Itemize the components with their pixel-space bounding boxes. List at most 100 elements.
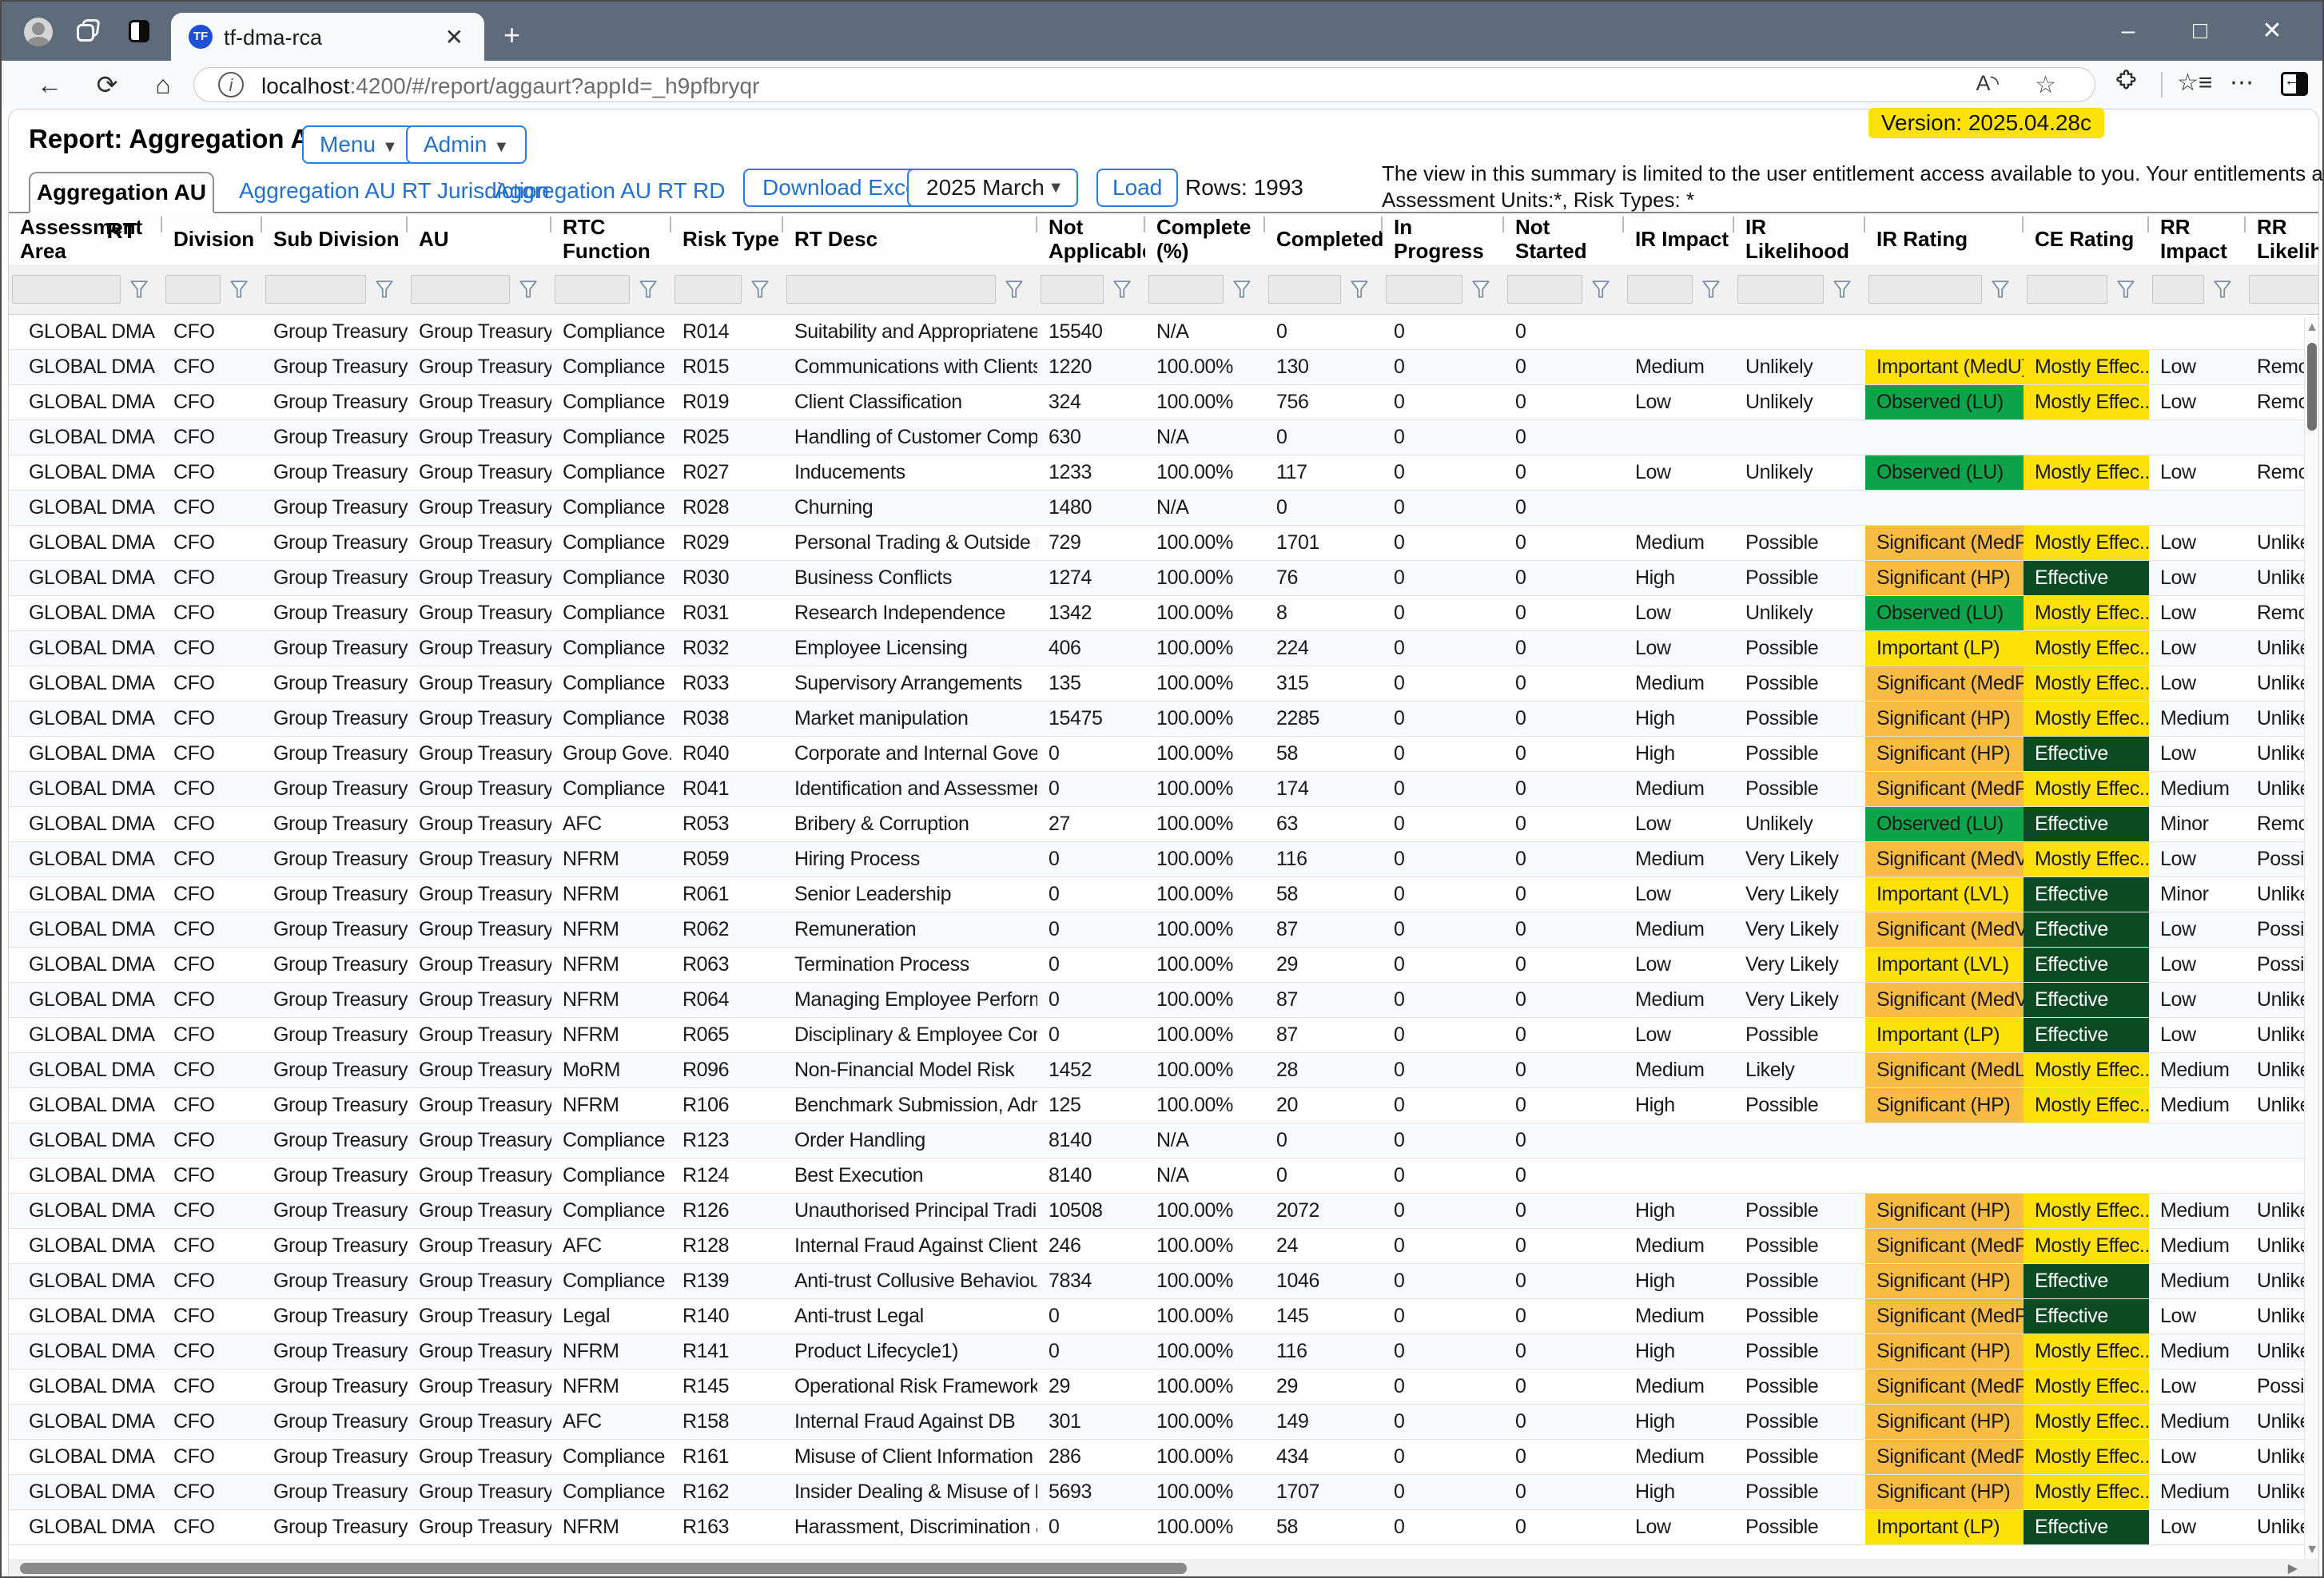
filter-funnel-icon[interactable] <box>638 279 659 300</box>
filter-input-rr-impact[interactable] <box>2152 274 2204 304</box>
filter-input-ce-rating[interactable] <box>2027 274 2107 304</box>
filter-input-rt-desc[interactable] <box>786 274 996 304</box>
favorite-star-icon[interactable]: ☆ <box>2035 72 2056 98</box>
home-icon[interactable]: ⌂ <box>155 70 171 99</box>
table-row[interactable]: GLOBAL DMA CFO Group Treasury Group Treasur… <box>9 1228 2318 1264</box>
column-header-risk-type[interactable]: Risk Type <box>671 213 783 264</box>
table-row[interactable]: GLOBAL DMA CFO Group Treasury Group Treasur… <box>9 1404 2318 1440</box>
table-row[interactable]: GLOBAL DMA CFO Group Treasury Group Treasur… <box>9 595 2318 631</box>
column-header-ir-likelihood[interactable]: IR Likelihood <box>1734 213 1865 264</box>
maximize-icon[interactable]: □ <box>2192 18 2208 44</box>
filter-funnel-icon[interactable] <box>1349 279 1370 300</box>
filter-input-completed[interactable] <box>1268 274 1341 304</box>
column-header-completed[interactable]: Completed <box>1265 213 1383 264</box>
load-button[interactable]: Load <box>1096 169 1179 207</box>
column-header-rt-desc[interactable]: RT Desc <box>783 213 1037 264</box>
column-header-ce-rating[interactable]: CE Rating <box>2024 213 2149 264</box>
filter-input-in-progress[interactable] <box>1386 274 1462 304</box>
horizontal-scroll-thumb[interactable] <box>20 1563 1187 1574</box>
extensions-icon[interactable] <box>2115 69 2140 101</box>
filter-input-ir-impact[interactable] <box>1627 274 1693 304</box>
menu-button[interactable]: Menu ▼ <box>302 125 416 164</box>
column-header-ir-impact[interactable]: IR Impact <box>1624 213 1734 264</box>
filter-input-ir-likelihood[interactable] <box>1737 274 1824 304</box>
table-row[interactable]: GLOBAL DMA CFO Group Treasury Group Treasur… <box>9 419 2318 455</box>
column-header-complete-pct[interactable]: Complete (%) <box>1145 213 1265 264</box>
table-row[interactable]: GLOBAL DMA CFO Group Treasury Group Treasur… <box>9 1158 2318 1194</box>
filter-funnel-icon[interactable] <box>1004 279 1025 300</box>
filter-input-assessment-area[interactable] <box>12 274 121 304</box>
filter-input-sub-division[interactable] <box>265 274 366 304</box>
filter-funnel-icon[interactable] <box>750 279 770 300</box>
admin-button[interactable]: Admin ▼ <box>406 125 527 164</box>
table-row[interactable]: GLOBAL DMA CFO Group Treasury Group Treasur… <box>9 349 2318 385</box>
column-header-in-progress[interactable]: In Progress <box>1383 213 1504 264</box>
filter-funnel-icon[interactable] <box>1232 279 1252 300</box>
filter-funnel-icon[interactable] <box>1701 279 1721 300</box>
minimize-icon[interactable]: – <box>2121 18 2135 44</box>
table-row[interactable]: GLOBAL DMA CFO Group Treasury Group Treasur… <box>9 701 2318 737</box>
browser-tab[interactable]: TF tf-dma-rca ✕ <box>171 13 484 61</box>
filter-funnel-icon[interactable] <box>1990 279 2011 300</box>
column-header-au[interactable]: AU <box>408 213 551 264</box>
address-bar[interactable]: i localhost:4200/#/report/aggaurt?appId=… <box>193 67 2095 102</box>
table-row[interactable]: GLOBAL DMA CFO Group Treasury Group Treasur… <box>9 560 2318 596</box>
vertical-scrollbar[interactable]: ▲ ▼ <box>2304 317 2318 1560</box>
table-row[interactable]: GLOBAL DMA CFO Group Treasury Group Treasur… <box>9 1439 2318 1475</box>
column-header-division[interactable]: Division <box>162 213 262 264</box>
split-screen-icon[interactable] <box>126 18 153 45</box>
table-row[interactable]: GLOBAL DMA CFO Group Treasury Group Treasur… <box>9 666 2318 702</box>
filter-funnel-icon[interactable] <box>229 279 249 300</box>
table-row[interactable]: GLOBAL DMA CFO Group Treasury Group Treasur… <box>9 1334 2318 1369</box>
filter-input-division[interactable] <box>165 274 221 304</box>
scroll-right-icon[interactable]: ▶ <box>2287 1562 2298 1576</box>
profile-avatar[interactable] <box>24 18 53 46</box>
column-header-sub-division[interactable]: Sub Division <box>262 213 408 264</box>
table-row[interactable]: GLOBAL DMA CFO Group Treasury Group Treasur… <box>9 314 2318 350</box>
table-row[interactable]: GLOBAL DMA CFO Group Treasury Group Treasur… <box>9 455 2318 491</box>
filter-funnel-icon[interactable] <box>1112 279 1132 300</box>
table-row[interactable]: GLOBAL DMA CFO Group Treasury Group Treasur… <box>9 1052 2318 1088</box>
filter-input-risk-type[interactable] <box>675 274 742 304</box>
tab-aggregation-au-rt[interactable]: Aggregation AU RT <box>29 172 214 243</box>
table-row[interactable]: GLOBAL DMA CFO Group Treasury Group Treasur… <box>9 1123 2318 1159</box>
period-select[interactable]: 2025 March ▼ <box>907 169 1078 207</box>
filter-funnel-icon[interactable] <box>1590 279 1611 300</box>
more-icon[interactable]: ⋯ <box>2230 70 2255 96</box>
table-row[interactable]: GLOBAL DMA CFO Group Treasury Group Treasur… <box>9 1369 2318 1405</box>
table-row[interactable]: GLOBAL DMA CFO Group Treasury Group Treasur… <box>9 806 2318 842</box>
scroll-up-icon[interactable]: ▲ <box>2306 320 2318 334</box>
column-header-rtc-function[interactable]: RTC Function <box>551 213 671 264</box>
new-tab-icon[interactable]: + <box>503 18 521 51</box>
filter-funnel-icon[interactable] <box>2212 279 2233 300</box>
vertical-scroll-thumb[interactable] <box>2307 343 2317 431</box>
table-row[interactable]: GLOBAL DMA CFO Group Treasury Group Treasur… <box>9 912 2318 948</box>
close-icon[interactable]: ✕ <box>2262 18 2282 44</box>
column-header-not-started[interactable]: Not Started <box>1504 213 1624 264</box>
table-row[interactable]: GLOBAL DMA CFO Group Treasury Group Treasur… <box>9 1017 2318 1053</box>
column-header-rr-likelihood[interactable]: RR Likelihood <box>2246 213 2318 264</box>
back-icon[interactable]: ← <box>37 70 62 99</box>
tab-aggregation-au-rt-jurisdiction[interactable]: Aggregation AU RT Jurisdiction <box>239 178 550 203</box>
table-row[interactable]: GLOBAL DMA CFO Group Treasury Group Treasur… <box>9 1298 2318 1334</box>
table-row[interactable]: GLOBAL DMA CFO Group Treasury Group Treasur… <box>9 1509 2318 1545</box>
table-row[interactable]: GLOBAL DMA CFO Group Treasury Group Treasur… <box>9 630 2318 666</box>
filter-input-not-applicable[interactable] <box>1041 274 1104 304</box>
table-row[interactable]: GLOBAL DMA CFO Group Treasury Group Treasur… <box>9 525 2318 561</box>
table-row[interactable]: GLOBAL DMA CFO Group Treasury Group Treasur… <box>9 1263 2318 1299</box>
table-row[interactable]: GLOBAL DMA CFO Group Treasury Group Treasur… <box>9 1087 2318 1123</box>
filter-funnel-icon[interactable] <box>374 279 395 300</box>
filter-input-rtc-function[interactable] <box>555 274 630 304</box>
filter-funnel-icon[interactable] <box>518 279 539 300</box>
filter-input-complete-pct[interactable] <box>1148 274 1224 304</box>
refresh-icon[interactable]: ⟳ <box>96 70 118 99</box>
filter-input-rr-likelihood[interactable] <box>2249 274 2318 304</box>
collections-icon[interactable]: ☆≡ <box>2177 70 2213 96</box>
table-row[interactable]: GLOBAL DMA CFO Group Treasury Group Treasur… <box>9 384 2318 420</box>
info-icon[interactable]: i <box>218 72 244 97</box>
filter-funnel-icon[interactable] <box>129 279 149 300</box>
scroll-down-icon[interactable]: ▼ <box>2306 1543 2318 1556</box>
table-row[interactable]: GLOBAL DMA CFO Group Treasury Group Treasur… <box>9 736 2318 772</box>
table-row[interactable]: GLOBAL DMA CFO Group Treasury Group Treasur… <box>9 1474 2318 1510</box>
tab-close-icon[interactable]: ✕ <box>444 25 464 50</box>
